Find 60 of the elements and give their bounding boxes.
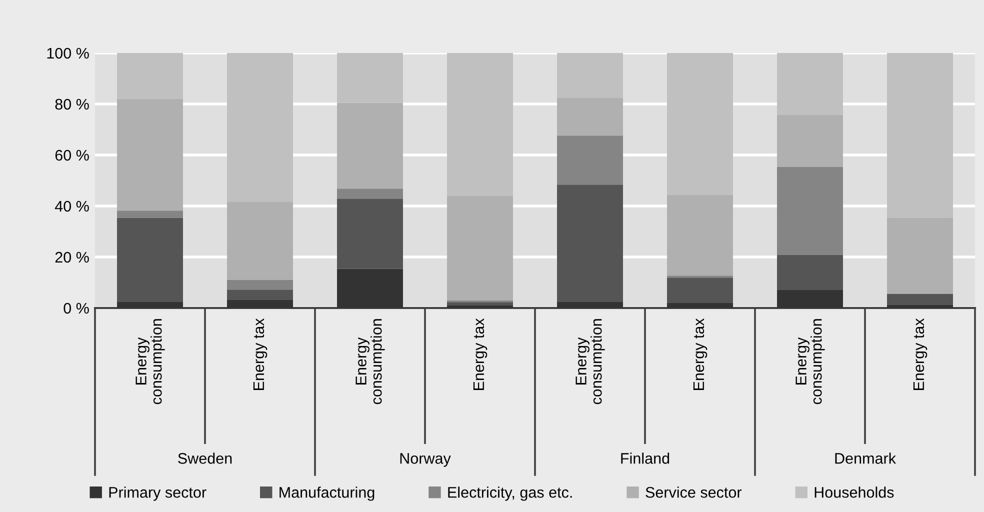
legend-label: Primary sector bbox=[109, 486, 206, 501]
x-tick-label: Energy consumption bbox=[136, 319, 165, 404]
x-tick-label: Energy tax bbox=[913, 318, 928, 390]
x-tick-label: Energy tax bbox=[253, 318, 268, 390]
y-tick-label: 20 % bbox=[55, 252, 89, 263]
bar bbox=[887, 218, 953, 294]
bar bbox=[117, 53, 183, 99]
bar bbox=[667, 278, 733, 303]
bar bbox=[447, 53, 513, 196]
bar bbox=[337, 53, 403, 103]
text: Finland bbox=[621, 452, 670, 464]
bar bbox=[227, 53, 293, 202]
bar bbox=[447, 196, 513, 300]
bar bbox=[777, 53, 843, 115]
bar bbox=[667, 302, 733, 308]
bar bbox=[557, 184, 623, 302]
text: Sweden bbox=[178, 452, 232, 464]
y-tick-label: 60 % bbox=[55, 150, 89, 161]
bar bbox=[667, 53, 733, 195]
bar bbox=[887, 304, 953, 308]
bar bbox=[227, 290, 293, 300]
legend-label: Households bbox=[814, 486, 894, 498]
bar bbox=[117, 302, 183, 308]
bar bbox=[557, 98, 623, 136]
bar bbox=[447, 302, 513, 306]
x-tick-label: Energy consumption bbox=[796, 319, 825, 404]
x-tick-label: Energy consumption bbox=[576, 319, 605, 404]
bar bbox=[227, 280, 293, 290]
legend-label: Electricity, gas etc. bbox=[448, 486, 572, 501]
legend-label: Service sector bbox=[646, 486, 742, 498]
bar bbox=[777, 254, 843, 290]
x-tick-label: Energy tax bbox=[473, 318, 488, 390]
y-tick-label: 80 % bbox=[55, 98, 89, 110]
bar bbox=[337, 102, 403, 189]
legend-label: Manufacturing bbox=[280, 486, 374, 501]
bar bbox=[117, 98, 183, 211]
bar bbox=[777, 166, 843, 255]
bar bbox=[337, 188, 403, 199]
y-tick-label: 0 % bbox=[64, 302, 89, 314]
text: Norway bbox=[400, 453, 451, 467]
y-tick-label: 100 % bbox=[47, 48, 89, 59]
bar bbox=[117, 210, 183, 218]
bar bbox=[887, 53, 953, 218]
bar bbox=[557, 53, 623, 98]
y-tick-label: 40 % bbox=[54, 200, 89, 212]
bar bbox=[777, 290, 843, 308]
bar bbox=[227, 202, 293, 280]
bar bbox=[557, 136, 623, 185]
bar bbox=[117, 218, 183, 302]
bar bbox=[337, 268, 403, 308]
bar bbox=[667, 194, 733, 276]
bar bbox=[227, 300, 293, 308]
bar bbox=[447, 305, 513, 308]
bar bbox=[337, 198, 403, 269]
text: Denmark bbox=[835, 452, 896, 464]
bar bbox=[887, 294, 953, 305]
bar bbox=[557, 302, 623, 308]
x-tick-label: Energy tax bbox=[693, 318, 708, 390]
bar bbox=[777, 114, 843, 167]
x-tick-label: Energy consumption bbox=[356, 319, 385, 404]
